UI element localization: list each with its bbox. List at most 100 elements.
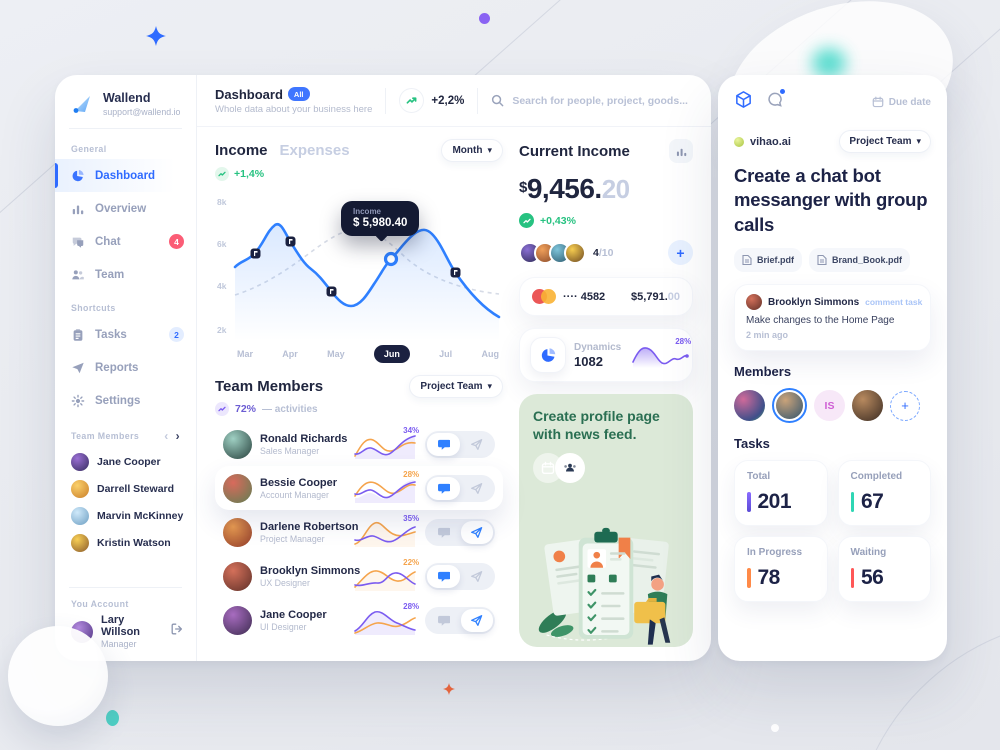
sidebar-item-tasks[interactable]: Tasks 2 bbox=[55, 318, 196, 351]
mastercard-icon bbox=[532, 289, 556, 304]
project-team-value: Project Team bbox=[849, 136, 912, 147]
x-label[interactable]: Jul bbox=[439, 349, 453, 359]
x-label[interactable]: Aug bbox=[481, 349, 499, 359]
stat-waiting[interactable]: Waiting 56 bbox=[837, 536, 931, 603]
clipboard-icon bbox=[73, 328, 83, 341]
sidebar-item-overview[interactable]: Overview bbox=[55, 192, 196, 225]
add-member-button[interactable]: + bbox=[890, 390, 920, 421]
sidebar-item-settings[interactable]: Settings bbox=[55, 384, 196, 417]
avatar[interactable] bbox=[852, 390, 883, 422]
member-name: Brooklyn Simmons bbox=[260, 564, 361, 577]
send-button[interactable] bbox=[460, 608, 494, 632]
team-filter-dropdown[interactable]: Project Team ▾ bbox=[409, 375, 503, 398]
sidebar-item-reports[interactable]: Reports bbox=[55, 351, 196, 384]
send-button[interactable] bbox=[461, 565, 493, 588]
comment-card[interactable]: Brooklyn Simmons comment task Make chang… bbox=[734, 284, 931, 352]
gear-icon bbox=[71, 394, 85, 407]
activity-icon bbox=[215, 402, 229, 416]
sidebar-member-marvin-mckinney[interactable]: Marvin McKinney bbox=[55, 502, 196, 529]
send-icon bbox=[72, 362, 84, 373]
team-row-ronald-richards[interactable]: Ronald Richards Sales Manager 34% bbox=[215, 422, 503, 466]
member-name: Darlene Robertson bbox=[260, 520, 359, 533]
x-label-active[interactable]: Jun bbox=[373, 345, 410, 363]
members-heading: Members bbox=[734, 364, 792, 380]
chart-toggle-button[interactable] bbox=[669, 139, 693, 163]
chat-button[interactable] bbox=[427, 476, 460, 500]
members-count: 4/10 bbox=[593, 246, 614, 259]
main-body: Income Expenses Month ▾ +1,4% bbox=[197, 127, 711, 661]
chat-button[interactable] bbox=[427, 609, 459, 632]
comment-text: Make changes to the Home Page bbox=[746, 315, 895, 327]
team-members-label: Team Members bbox=[71, 431, 140, 441]
divider bbox=[69, 128, 182, 129]
avatar bbox=[223, 473, 252, 503]
search-input[interactable] bbox=[512, 94, 693, 107]
x-label[interactable]: Mar bbox=[237, 349, 254, 359]
chevron-left-icon[interactable]: ‹ bbox=[164, 429, 169, 443]
avatar-initials[interactable]: IS bbox=[814, 390, 845, 422]
sidebar-item-team[interactable]: Team bbox=[55, 258, 196, 291]
stat-in-progress[interactable]: In Progress 78 bbox=[734, 536, 828, 603]
chat-button[interactable] bbox=[427, 432, 460, 456]
sidebar-member-darrell-steward[interactable]: Darrell Steward bbox=[55, 475, 196, 502]
brand: Wallend support@wallend.io bbox=[55, 91, 196, 117]
x-label[interactable]: Apr bbox=[282, 349, 298, 359]
project-team-dropdown[interactable]: Project Team ▾ bbox=[839, 130, 931, 153]
comments-icon[interactable] bbox=[766, 89, 785, 113]
sidebar-member-jane-cooper[interactable]: Jane Cooper bbox=[55, 448, 196, 475]
divider bbox=[69, 587, 182, 588]
svg-text:6k: 6k bbox=[217, 239, 227, 249]
sidebar-item-chat[interactable]: Chat 4 bbox=[55, 225, 196, 258]
account-role: Manager bbox=[101, 639, 137, 649]
period-dropdown[interactable]: Month ▾ bbox=[441, 139, 503, 162]
stat-completed[interactable]: Completed 67 bbox=[837, 460, 931, 527]
team-members-title: Team Members bbox=[215, 378, 324, 395]
dynamics-value: 1082 bbox=[574, 353, 603, 369]
avatar[interactable] bbox=[734, 390, 765, 422]
sidebar-item-dashboard[interactable]: Dashboard bbox=[55, 159, 196, 192]
send-button[interactable] bbox=[461, 477, 493, 500]
chevron-right-icon[interactable]: › bbox=[175, 429, 180, 443]
bank-card[interactable]: ···· 4582 $5,791.00 bbox=[519, 277, 693, 316]
stat-label: Waiting bbox=[850, 547, 887, 559]
team-row-jane-cooper[interactable]: Jane Cooper UI Designer 28% bbox=[215, 598, 503, 642]
team-row-darlene-robertson[interactable]: Darlene Robertson Project Manager 35% bbox=[215, 510, 503, 554]
attachment-brief[interactable]: Brief.pdf bbox=[734, 248, 802, 273]
member-info: Bessie Cooper Account Manager bbox=[260, 477, 345, 500]
account-row[interactable]: Lary Willson Manager bbox=[55, 614, 196, 649]
member-role: Account Manager bbox=[260, 489, 329, 500]
stat-value: 67 bbox=[861, 490, 884, 514]
avatar bbox=[71, 506, 89, 525]
promo-card[interactable]: Create profile page with news feed. bbox=[519, 394, 693, 647]
row-actions bbox=[425, 562, 495, 590]
chat-button[interactable] bbox=[427, 564, 460, 588]
sidebar-member-kristin-watson[interactable]: Kristin Watson bbox=[55, 529, 196, 556]
tab-income[interactable]: Income bbox=[215, 142, 268, 159]
attachment-brand-book[interactable]: Brand_Book.pdf bbox=[809, 248, 911, 273]
cube-icon[interactable] bbox=[734, 90, 753, 114]
stat-bar bbox=[850, 492, 854, 513]
x-label[interactable]: May bbox=[327, 349, 345, 359]
send-button[interactable] bbox=[461, 433, 493, 456]
comment-tag: comment task bbox=[865, 297, 923, 308]
card-balance: $5,791.00 bbox=[631, 290, 680, 303]
stat-total[interactable]: Total 201 bbox=[734, 460, 828, 527]
avatar-selected[interactable] bbox=[772, 388, 807, 424]
due-date-button[interactable]: Due date bbox=[872, 96, 931, 108]
member-role: UI Designer bbox=[260, 621, 307, 632]
team-row-bessie-cooper[interactable]: Bessie Cooper Account Manager 28% bbox=[215, 466, 503, 510]
activity-sparkline: 22% bbox=[353, 558, 420, 593]
dynamics-card[interactable]: Dynamics 1082 28% bbox=[519, 328, 693, 382]
chat-button[interactable] bbox=[427, 521, 459, 544]
team-row-brooklyn-simmons[interactable]: Brooklyn Simmons UX Designer 22% bbox=[215, 554, 503, 598]
add-member-button[interactable]: + bbox=[668, 240, 693, 265]
tab-expenses[interactable]: Expenses bbox=[279, 142, 350, 159]
trend-up-icon bbox=[519, 213, 534, 228]
current-income-header: Current Income bbox=[519, 139, 693, 163]
send-button[interactable] bbox=[460, 520, 494, 544]
member-name: Jane Cooper bbox=[260, 608, 327, 621]
sparkline-pct: 22% bbox=[403, 558, 420, 567]
logout-icon[interactable] bbox=[170, 622, 184, 641]
sparkline-pct: 28% bbox=[403, 470, 420, 479]
search-icon bbox=[492, 94, 504, 107]
